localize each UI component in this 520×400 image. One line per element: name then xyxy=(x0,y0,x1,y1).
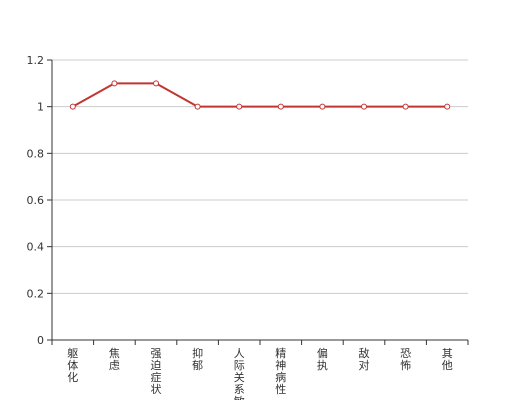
data-point xyxy=(361,103,367,110)
series-group xyxy=(69,80,451,110)
x-tick-label: 强迫症状 xyxy=(151,347,162,396)
data-point xyxy=(153,80,159,87)
data-point xyxy=(194,103,201,110)
x-tick-label: 恐怖 xyxy=(400,347,411,372)
series-line xyxy=(72,82,448,108)
y-tick-label: 0.4 xyxy=(27,241,45,254)
data-point xyxy=(236,103,243,110)
y-tick-label: 0.6 xyxy=(27,194,45,207)
y-axis-ticks: 0 0.2 0.4 0.6 0.8 1 1.2 xyxy=(27,54,52,347)
y-tick-label: 1 xyxy=(37,101,44,114)
y-tick-label: 0.8 xyxy=(27,147,45,160)
data-point xyxy=(111,80,118,87)
x-tick-label: 躯体化 xyxy=(67,347,78,384)
x-tick-label: 敌对 xyxy=(359,346,370,372)
x-axis-ticks: 躯体化 焦虑 强迫症状 抑郁 人际关系敏感 精神病性 偏执 敌对 恐怖 其他 xyxy=(51,340,469,400)
y-tick-label: 0 xyxy=(37,334,44,347)
data-point xyxy=(319,103,326,110)
y-tick-label: 0.2 xyxy=(27,287,45,300)
data-point xyxy=(69,103,76,110)
data-point xyxy=(402,103,409,110)
x-tick-label: 人际关系敏感 xyxy=(234,347,245,400)
y-gridlines xyxy=(52,59,468,294)
y-tick-label: 1.2 xyxy=(27,54,45,67)
data-point xyxy=(444,103,451,110)
x-tick-label: 抑郁 xyxy=(192,346,203,372)
x-tick-label: 焦虑 xyxy=(109,347,120,372)
data-point xyxy=(277,103,284,110)
x-tick-label: 偏执 xyxy=(317,346,328,372)
x-tick-label: 其他 xyxy=(442,347,453,372)
x-tick-label: 精神病性 xyxy=(275,347,286,396)
